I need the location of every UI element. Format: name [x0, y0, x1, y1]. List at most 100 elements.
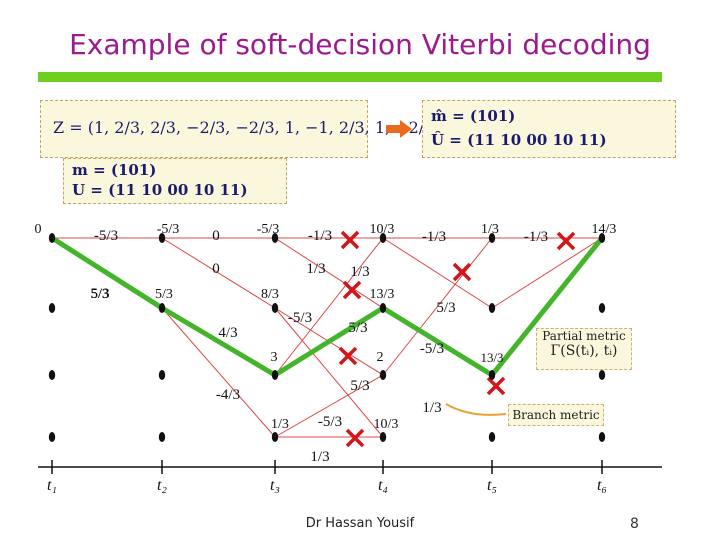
branch-metric-label: -5/3	[94, 228, 118, 244]
branch-metric-label: -5/3	[420, 341, 444, 357]
discard-x-icon	[486, 376, 506, 396]
trellis-node	[271, 303, 279, 313]
codeword-bits: U = (11 10 00 10 11)	[72, 181, 248, 199]
discard-x-icon	[345, 428, 365, 448]
trellis-node	[488, 233, 496, 243]
partial-metric-label: -5/3	[257, 222, 280, 237]
branch-metric-label: 5/3	[348, 320, 367, 336]
callout-arrow	[445, 403, 507, 416]
trellis-branch	[274, 237, 384, 376]
branch-metric-label: -4/3	[216, 387, 240, 403]
trellis-node	[379, 303, 387, 313]
trellis-branch	[491, 237, 603, 309]
trellis-node	[379, 370, 387, 380]
time-label: t₃	[270, 477, 280, 494]
branch-metric-label: -5/3	[288, 310, 312, 326]
survivor-path	[50, 235, 604, 378]
trellis-node	[48, 432, 56, 442]
discard-x-stroke	[486, 376, 506, 396]
trellis-node	[158, 303, 166, 313]
branch-metric-callout: Branch metric	[508, 404, 604, 426]
received-sequence-box: Z = (1, 2/3, 2/3, −2/3, −2/3, 1, −1, 2/3…	[40, 100, 461, 158]
discard-x-stroke	[340, 230, 360, 250]
partial-metric-label: 10/3	[370, 222, 395, 237]
branch-metric-label: 1/3	[310, 449, 329, 465]
partial-metric-label: 1/3	[481, 222, 499, 237]
trellis-node	[158, 432, 166, 442]
partial-metric-label: 5/3	[155, 287, 173, 302]
branch-metric-label: 4/3	[218, 325, 237, 341]
discard-x-stroke	[342, 280, 362, 300]
partial-metric-label: 3	[271, 350, 278, 365]
discard-x-icon	[342, 280, 362, 300]
branch-metric-label: 1/3	[422, 400, 441, 416]
trellis-node	[271, 432, 279, 442]
branch-metric-label: 0	[212, 228, 220, 244]
time-label: t₂	[157, 477, 167, 494]
trellis-branch	[382, 237, 493, 376]
footer-author: Dr Hassan Yousif	[305, 516, 415, 531]
trellis-node	[488, 303, 496, 313]
branch-metric-label: 5/3	[90, 286, 109, 302]
branch-metric-label: 1/3	[306, 261, 325, 277]
time-label: t₅	[487, 477, 497, 494]
trellis-node	[271, 233, 279, 243]
trellis-node	[598, 432, 606, 442]
message-bits: m = (101)	[72, 161, 157, 179]
trellis-node	[158, 233, 166, 243]
discard-x-stroke	[338, 346, 358, 366]
partial-metric-label: 13/3	[370, 287, 395, 302]
branch-metric-label: 0	[212, 261, 220, 277]
trellis-branch	[161, 307, 276, 438]
discard-x-stroke	[452, 262, 472, 282]
trellis-node	[48, 370, 56, 380]
branch-metric-label: -1/3	[308, 228, 332, 244]
partial-metric-label: -5/3	[157, 222, 180, 237]
trellis-node	[379, 432, 387, 442]
branch-metric-label: 5/3	[350, 378, 369, 394]
branch-metric-label: -1/3	[422, 229, 446, 245]
partial-metric-label: 0	[35, 222, 42, 237]
partial-metric-callout: Partial metric Γ(S(tᵢ), tᵢ)	[536, 328, 632, 370]
discard-x-icon	[340, 230, 360, 250]
time-label: t₆	[597, 477, 607, 494]
trellis-branch	[161, 237, 276, 309]
trellis-node	[158, 370, 166, 380]
decoded-estimate-box: m̂ = (101) Û = (11 10 00 10 11)	[422, 100, 676, 158]
discard-x-stroke	[345, 428, 365, 448]
decoded-message: m̂ = (101)	[431, 107, 516, 125]
trellis-node	[598, 303, 606, 313]
trellis-branch	[274, 374, 384, 438]
discard-x-icon	[452, 262, 472, 282]
branch-metric-label: Branch metric	[512, 408, 600, 422]
partial-metric-label: 8/3	[261, 287, 279, 302]
title-underline	[38, 72, 662, 82]
partial-metric-label: 14/3	[592, 222, 617, 237]
partial-metric-label: 2	[377, 350, 384, 365]
trellis-branch	[274, 307, 384, 438]
trellis-node	[48, 303, 56, 313]
time-label: t₁	[47, 477, 57, 494]
time-label: t₄	[378, 477, 388, 494]
trellis-node	[379, 233, 387, 243]
decoded-codeword: Û = (11 10 00 10 11)	[431, 131, 607, 149]
trellis-node	[488, 432, 496, 442]
branch-metric-label: 1/3	[350, 264, 369, 280]
arrow-right-icon	[386, 120, 412, 138]
partial-metric-label: 10/3	[374, 417, 399, 432]
partial-metric-label: Partial metric	[542, 329, 626, 343]
branch-metric-label: 5/3	[436, 300, 455, 316]
partial-metric-formula: Γ(S(tᵢ), tᵢ)	[550, 343, 618, 359]
branch-metric-label: -5/3	[318, 414, 342, 430]
discard-x-stroke	[556, 231, 576, 251]
trellis-node	[271, 370, 279, 380]
trellis-diagram: 0 -5/3 -5/3 10/3 1/3 14/3 5/3 5/3 8/3 13/3 13/3 3 2 1…	[35, 222, 662, 494]
page-title: Example of soft-decision Viterbi decodin…	[69, 28, 651, 61]
trellis-branch	[274, 237, 384, 309]
partial-metric-label: 13/3	[480, 350, 503, 365]
received-sequence: Z = (1, 2/3, 2/3, −2/3, −2/3, 1, −1, 2/3…	[53, 118, 461, 137]
trellis-node	[598, 233, 606, 243]
message-box: m = (101) U = (11 10 00 10 11)	[63, 158, 287, 204]
partial-metric-label: 5/3	[91, 287, 109, 302]
